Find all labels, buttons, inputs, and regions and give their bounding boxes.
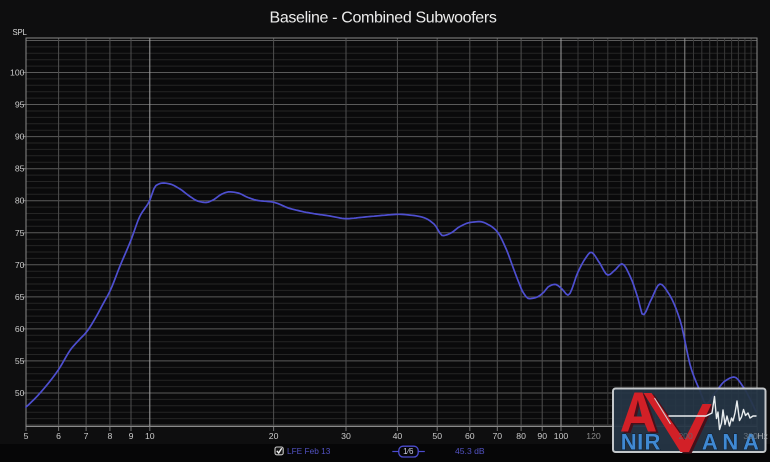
svg-text:100: 100 (554, 431, 569, 441)
svg-text:65: 65 (15, 292, 25, 302)
svg-text:20: 20 (269, 431, 279, 441)
svg-text:SPL: SPL (13, 28, 28, 37)
svg-text:90: 90 (15, 132, 25, 142)
svg-text:80: 80 (516, 431, 526, 441)
svg-text:N: N (722, 430, 738, 455)
svg-text:40: 40 (393, 431, 403, 441)
svg-text:50: 50 (432, 431, 442, 441)
svg-text:60: 60 (465, 431, 475, 441)
svg-text:LFE Feb 13: LFE Feb 13 (287, 446, 331, 456)
svg-text:8: 8 (107, 431, 112, 441)
svg-text:95: 95 (15, 100, 25, 110)
svg-text:55: 55 (15, 356, 25, 366)
svg-text:70: 70 (15, 260, 25, 270)
svg-text:1⁄6: 1⁄6 (403, 447, 414, 456)
svg-text:A: A (702, 430, 718, 455)
svg-text:R: R (645, 430, 661, 455)
svg-text:300: 300 (743, 431, 758, 441)
svg-text:6: 6 (56, 431, 61, 441)
svg-text:60: 60 (15, 324, 25, 334)
svg-text:200: 200 (678, 431, 693, 441)
svg-text:N: N (621, 430, 637, 455)
svg-text:A: A (743, 430, 759, 455)
svg-text:9: 9 (129, 431, 134, 441)
svg-text:50: 50 (15, 388, 25, 398)
svg-text:90: 90 (537, 431, 547, 441)
svg-text:85: 85 (15, 164, 25, 174)
svg-text:I: I (637, 430, 643, 455)
svg-text:70: 70 (492, 431, 502, 441)
svg-text:7: 7 (84, 431, 89, 441)
svg-text:30: 30 (341, 431, 351, 441)
svg-text:80: 80 (15, 196, 25, 206)
svg-text:10: 10 (145, 431, 155, 441)
svg-text:5: 5 (24, 431, 29, 441)
svg-text:120: 120 (586, 431, 601, 441)
svg-text:75: 75 (15, 228, 25, 238)
svg-text:45.3 dB: 45.3 dB (455, 446, 485, 456)
svg-text:Baseline - Combined Subwoofers: Baseline - Combined Subwoofers (270, 10, 497, 27)
svg-text:Hz: Hz (757, 431, 768, 441)
svg-text:100: 100 (10, 68, 25, 78)
